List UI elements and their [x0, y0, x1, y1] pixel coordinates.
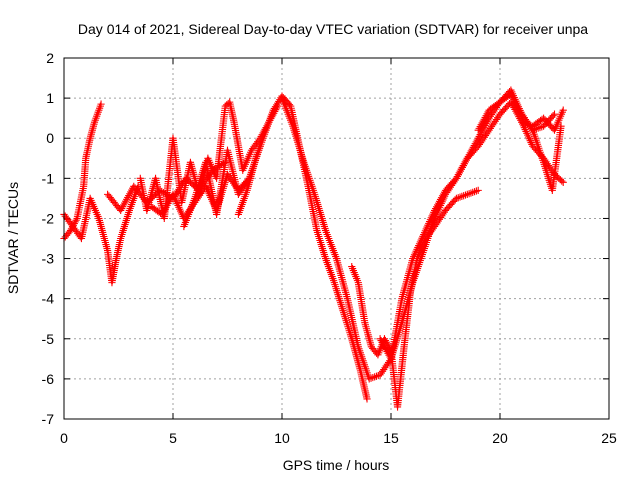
x-tick-label: 15	[383, 430, 399, 446]
data-point	[508, 100, 516, 108]
data-point	[518, 118, 526, 126]
data-point	[559, 178, 567, 186]
data-point	[363, 395, 371, 403]
data-point	[458, 192, 466, 200]
data-point	[456, 193, 464, 201]
data-point	[454, 171, 462, 179]
data-point	[520, 119, 528, 127]
data-point	[376, 335, 384, 343]
data-point	[474, 134, 482, 142]
y-tick-label: -3	[42, 251, 55, 267]
data-point	[367, 374, 375, 382]
data-point	[457, 165, 465, 173]
data-point	[459, 161, 467, 170]
data-point	[475, 132, 483, 140]
data-point	[379, 340, 387, 348]
x-tick-label: 20	[492, 430, 508, 446]
data-point	[465, 190, 473, 198]
data-point	[451, 176, 459, 184]
x-tick-label: 25	[601, 430, 617, 446]
data-point	[460, 192, 468, 200]
data-point	[482, 112, 490, 120]
data-point	[380, 342, 388, 350]
data-point	[369, 373, 377, 382]
plot-frame	[63, 57, 610, 420]
data-point	[507, 98, 515, 106]
data-point	[474, 126, 482, 134]
data-point	[476, 122, 484, 131]
data-point	[377, 337, 385, 345]
data-point	[365, 375, 373, 383]
y-axis-label: SDTVAR / TECUs	[5, 182, 21, 294]
data-point	[383, 347, 391, 356]
data-point	[461, 191, 470, 199]
y-tick-label: 0	[46, 130, 54, 146]
data-point	[455, 169, 463, 177]
data-point	[461, 158, 469, 166]
x-axis-label: GPS time / hours	[283, 457, 390, 473]
data-point	[372, 372, 381, 380]
y-tick-labels: -7 -6 -5 -4 -3 -2 -1 0 1 2	[42, 50, 55, 427]
data-point	[470, 188, 479, 196]
data-point	[479, 117, 487, 125]
data-point	[549, 112, 557, 120]
x-tick-labels: 0 5 10 15 20 25	[60, 430, 617, 446]
grid-layer	[63, 57, 610, 420]
data-point	[72, 216, 80, 224]
data-point	[509, 102, 517, 110]
data-point	[475, 124, 483, 132]
data-point	[476, 130, 484, 139]
data-point	[510, 103, 518, 112]
data-point	[454, 194, 462, 202]
data-point	[550, 110, 559, 118]
data-point	[481, 113, 489, 122]
y-tick-label: 1	[46, 90, 54, 106]
data-point	[453, 172, 461, 181]
data-point	[460, 160, 468, 168]
data-point	[452, 194, 460, 202]
data-points-layer	[60, 86, 567, 411]
data-point	[472, 187, 480, 195]
data-point	[474, 186, 482, 194]
data-point	[463, 190, 471, 198]
x-tick-label: 10	[274, 430, 290, 446]
y-tick-label: -1	[42, 170, 55, 186]
data-point	[371, 373, 379, 381]
y-tick-label: -6	[42, 371, 55, 387]
x-tick-label: 0	[60, 430, 68, 446]
data-point	[483, 110, 491, 118]
x-tick-label: 5	[169, 430, 177, 446]
data-point	[559, 106, 567, 114]
data-point	[452, 174, 460, 182]
y-tick-label: -4	[42, 291, 55, 307]
y-tick-label: -7	[42, 411, 55, 427]
data-point	[480, 115, 488, 123]
data-point	[456, 167, 464, 175]
data-point	[477, 121, 485, 129]
data-point	[382, 346, 390, 354]
data-point	[285, 101, 294, 109]
y-tick-label: -2	[42, 210, 55, 226]
chart-title: Day 014 of 2021, Sidereal Day-to-day VTE…	[78, 21, 588, 37]
data-point	[378, 338, 386, 347]
data-point	[381, 344, 389, 352]
data-point	[469, 188, 477, 196]
y-tick-label: 2	[46, 50, 54, 66]
data-point	[97, 100, 105, 108]
data-point	[523, 120, 531, 128]
data-point	[467, 189, 475, 197]
data-point	[458, 163, 466, 171]
data-point	[478, 119, 486, 127]
data-point	[536, 123, 544, 132]
data-point	[521, 119, 530, 128]
data-point	[558, 177, 566, 185]
data-point	[534, 124, 542, 132]
y-tick-label: -5	[42, 331, 55, 347]
